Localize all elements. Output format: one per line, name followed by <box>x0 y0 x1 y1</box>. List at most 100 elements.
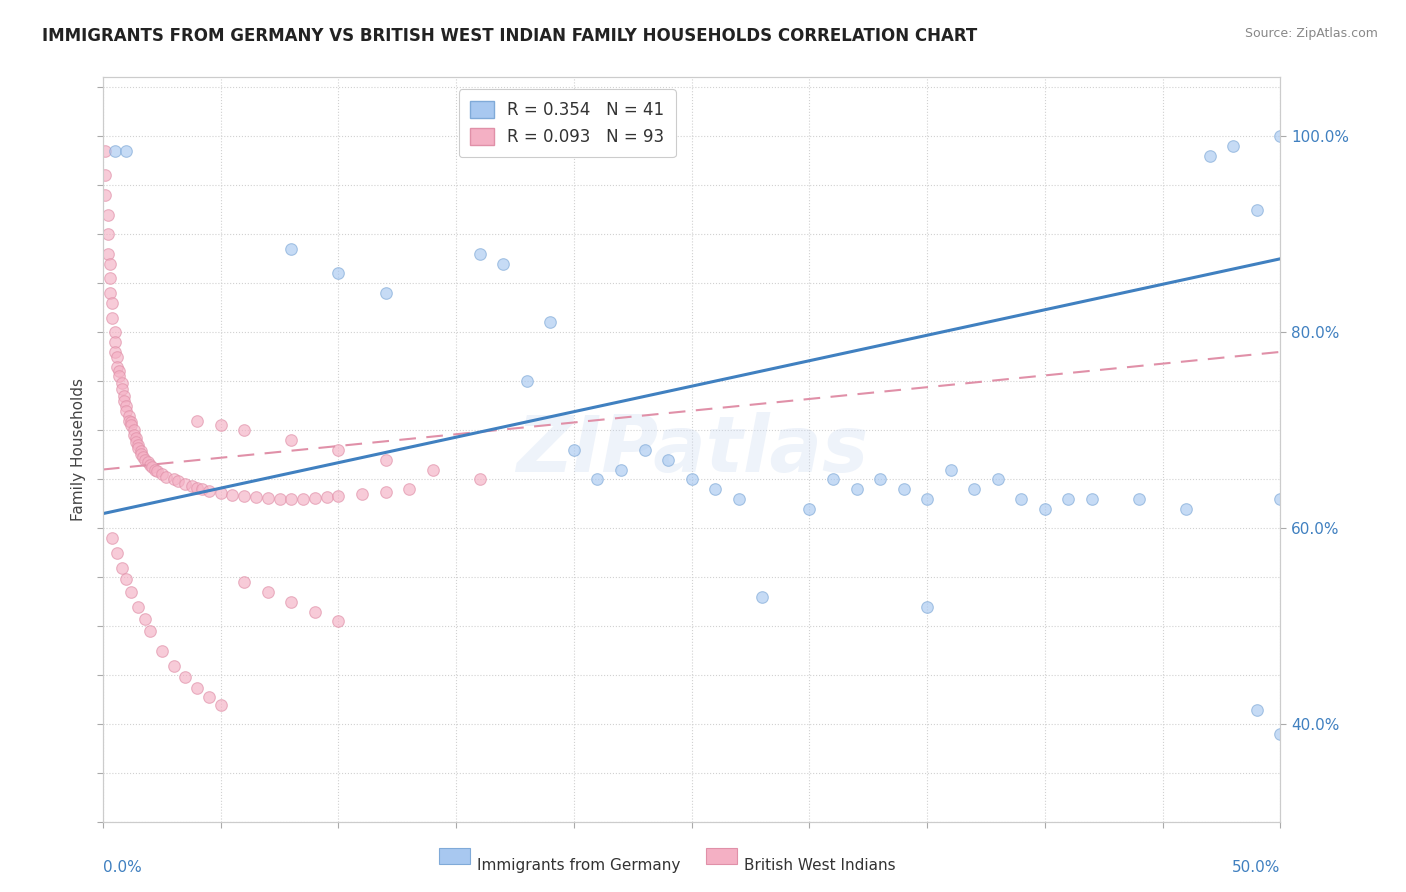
Point <box>799 501 821 516</box>
Point <box>280 595 302 609</box>
Text: British West Indians: British West Indians <box>744 858 896 873</box>
Point <box>139 624 162 639</box>
Point <box>328 442 350 457</box>
Point <box>167 475 190 489</box>
Point <box>209 486 232 500</box>
Point <box>233 575 256 590</box>
Point <box>108 364 131 378</box>
Point <box>127 599 149 614</box>
Point <box>610 462 633 476</box>
Point <box>1175 501 1198 516</box>
Point <box>280 433 302 447</box>
Point <box>122 423 145 437</box>
Point <box>98 257 121 271</box>
Point <box>1081 491 1104 506</box>
Point <box>162 658 184 673</box>
Point <box>1010 491 1032 506</box>
Point <box>704 482 727 496</box>
Point <box>280 491 302 506</box>
Point <box>233 423 256 437</box>
Point <box>101 296 124 310</box>
Point <box>1246 202 1268 217</box>
Point <box>821 472 844 486</box>
Point <box>129 447 152 461</box>
Text: ZIPatlas: ZIPatlas <box>516 412 868 488</box>
Point <box>105 546 128 560</box>
Point <box>328 267 350 281</box>
Point <box>98 286 121 301</box>
Point <box>181 479 204 493</box>
Point <box>328 489 350 503</box>
Point <box>915 491 938 506</box>
Point <box>118 409 141 423</box>
Point <box>328 615 350 629</box>
Point <box>97 227 120 242</box>
Point <box>1057 491 1080 506</box>
Point <box>350 487 373 501</box>
Point <box>292 491 315 506</box>
Point <box>104 326 127 340</box>
Point <box>174 670 197 684</box>
Point <box>111 376 134 391</box>
Text: Immigrants from Germany: Immigrants from Germany <box>477 858 681 873</box>
Point <box>104 144 127 158</box>
Point <box>256 585 278 599</box>
Point <box>112 393 135 408</box>
Text: 0.0%: 0.0% <box>103 860 142 875</box>
Point <box>538 316 561 330</box>
Point <box>893 482 915 496</box>
Point <box>374 452 396 467</box>
Point <box>468 247 491 261</box>
Y-axis label: Family Households: Family Households <box>72 378 86 522</box>
Point <box>127 438 149 452</box>
Point <box>139 458 162 472</box>
Point <box>129 443 152 458</box>
Point <box>186 413 208 427</box>
Point <box>492 257 515 271</box>
Point <box>468 472 491 486</box>
Point <box>191 482 214 496</box>
Point <box>115 144 138 158</box>
Point <box>134 452 156 467</box>
Point <box>97 247 120 261</box>
Point <box>104 344 127 359</box>
Point <box>94 188 117 202</box>
Point <box>94 144 117 158</box>
Point <box>374 286 396 301</box>
Point <box>1246 703 1268 717</box>
Point <box>127 441 149 455</box>
Point <box>516 374 538 388</box>
Point <box>150 644 173 658</box>
Point <box>398 482 420 496</box>
Point <box>141 459 163 474</box>
Point <box>143 462 166 476</box>
Point <box>186 681 208 695</box>
Point <box>315 490 337 504</box>
Point <box>562 442 585 457</box>
Point <box>727 491 749 506</box>
Point <box>198 484 221 499</box>
Text: Source: ZipAtlas.com: Source: ZipAtlas.com <box>1244 27 1378 40</box>
Point <box>120 416 142 430</box>
Point <box>146 465 169 479</box>
Point <box>633 442 655 457</box>
Point <box>304 605 326 619</box>
Point <box>125 431 148 445</box>
Point <box>987 472 1010 486</box>
Point <box>245 490 267 504</box>
Point <box>111 382 134 396</box>
Point <box>869 472 891 486</box>
Legend: R = 0.354   N = 41, R = 0.093   N = 93: R = 0.354 N = 41, R = 0.093 N = 93 <box>458 89 676 158</box>
Point <box>134 612 156 626</box>
Point <box>1270 491 1292 506</box>
Point <box>233 489 256 503</box>
Point <box>186 481 208 495</box>
Point <box>104 335 127 350</box>
Point <box>221 488 243 502</box>
Point <box>155 470 177 484</box>
Point <box>1033 501 1056 516</box>
Point <box>120 418 142 433</box>
Point <box>1198 149 1220 163</box>
Point <box>1270 129 1292 144</box>
Point <box>963 482 986 496</box>
